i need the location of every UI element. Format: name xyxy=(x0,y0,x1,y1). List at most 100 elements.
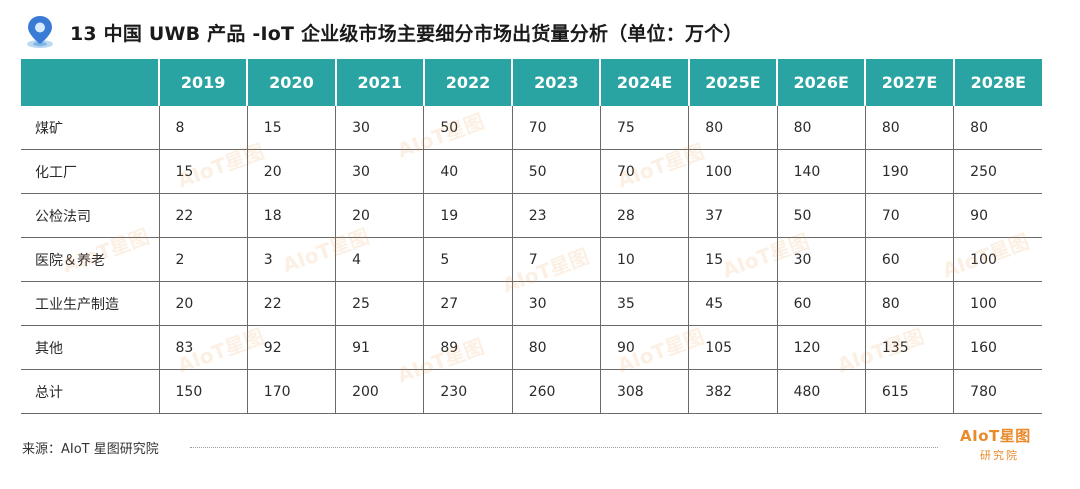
row-label: 医院＆养老 xyxy=(21,237,159,282)
column-header: 2025E xyxy=(687,59,778,106)
table-cell: 80 xyxy=(953,106,1042,150)
table-row: 煤矿 8 15 30 50 70 75 80 80 80 80 xyxy=(21,106,1042,150)
table-cell: 23 xyxy=(511,193,601,238)
table-cell: 35 xyxy=(599,281,689,326)
table-cell: 28 xyxy=(599,193,689,238)
table-cell: 60 xyxy=(776,281,866,326)
row-label: 公检法司 xyxy=(21,193,159,238)
table-row: 公检法司 22 18 20 19 23 28 37 50 70 90 xyxy=(21,193,1042,238)
table-cell: 160 xyxy=(953,325,1042,370)
table-row: 其他 83 92 91 89 80 90 105 120 135 160 xyxy=(21,325,1042,370)
brand-logo: AIoT星图 研究院 xyxy=(960,425,1040,471)
table-cell: 22 xyxy=(246,281,336,326)
table-cell: 80 xyxy=(864,106,954,150)
header-corner xyxy=(21,59,159,106)
table-cell: 50 xyxy=(511,149,601,194)
table-cell: 480 xyxy=(776,369,866,414)
table-cell: 230 xyxy=(423,369,513,414)
table-cell: 15 xyxy=(688,237,778,282)
table-cell: 80 xyxy=(776,106,866,150)
table-cell: 30 xyxy=(335,106,424,150)
table-cell: 10 xyxy=(599,237,689,282)
table-row: 工业生产制造 20 22 25 27 30 35 45 60 80 100 xyxy=(21,281,1042,326)
table-row: 医院＆养老 2 3 4 5 7 10 15 30 60 100 xyxy=(21,237,1042,282)
table-cell: 91 xyxy=(335,325,424,370)
table-cell: 90 xyxy=(599,325,689,370)
table-cell: 80 xyxy=(864,281,954,326)
table-cell: 20 xyxy=(335,193,424,238)
table-cell: 615 xyxy=(864,369,954,414)
table-body: 煤矿 8 15 30 50 70 75 80 80 80 80 化工厂 15 20 30 40 50 70 100 1… xyxy=(21,106,1042,414)
table-header-row: 2019 2020 2021 2022 2023 2024E 2025E 2026E 2027E… xyxy=(21,59,1042,106)
table-cell: 150 xyxy=(158,369,248,414)
location-pin-icon xyxy=(27,16,53,48)
table-cell: 100 xyxy=(953,237,1042,282)
page-title: 13 中国 UWB 产品 -IoT 企业级市场主要细分市场出货量分析（单位：万个… xyxy=(70,22,743,45)
table-cell: 382 xyxy=(688,369,778,414)
table-cell: 140 xyxy=(776,149,866,194)
table-cell: 80 xyxy=(688,106,778,150)
table-cell: 260 xyxy=(511,369,601,414)
table-cell: 120 xyxy=(776,325,866,370)
row-label: 煤矿 xyxy=(21,106,159,150)
table-cell: 5 xyxy=(423,237,513,282)
table-cell: 250 xyxy=(953,149,1042,194)
dotted-divider xyxy=(190,447,938,448)
table-cell: 37 xyxy=(688,193,778,238)
table-cell: 22 xyxy=(158,193,248,238)
table-cell: 190 xyxy=(864,149,954,194)
table-cell: 20 xyxy=(158,281,248,326)
table-cell: 7 xyxy=(511,237,601,282)
table-cell: 2 xyxy=(158,237,248,282)
column-header: 2020 xyxy=(246,59,336,106)
table-cell: 100 xyxy=(688,149,778,194)
table-row: 化工厂 15 20 30 40 50 70 100 140 190 250 xyxy=(21,149,1042,194)
column-header: 2027E xyxy=(864,59,954,106)
table-cell: 25 xyxy=(335,281,424,326)
column-header: 2026E xyxy=(776,59,866,106)
table-row: 总计 150 170 200 230 260 308 382 480 615 780 xyxy=(21,369,1042,414)
table-cell: 90 xyxy=(953,193,1042,238)
table-cell: 18 xyxy=(246,193,336,238)
table-cell: 30 xyxy=(335,149,424,194)
table-cell: 92 xyxy=(246,325,336,370)
column-header: 2024E xyxy=(599,59,689,106)
table-cell: 75 xyxy=(599,106,689,150)
column-header: 2028E xyxy=(952,59,1042,106)
column-header: 2019 xyxy=(157,59,248,106)
table-cell: 135 xyxy=(864,325,954,370)
table-cell: 60 xyxy=(864,237,954,282)
table-cell: 15 xyxy=(158,149,248,194)
row-label: 化工厂 xyxy=(21,149,159,194)
table-cell: 30 xyxy=(776,237,866,282)
logo-text-top: AIoT星图 xyxy=(960,427,1031,445)
table-cell: 70 xyxy=(864,193,954,238)
column-header: 2021 xyxy=(334,59,424,106)
table-cell: 15 xyxy=(246,106,336,150)
table-cell: 19 xyxy=(423,193,513,238)
table-cell: 50 xyxy=(423,106,513,150)
table-cell: 4 xyxy=(335,237,424,282)
table-cell: 89 xyxy=(423,325,513,370)
table-cell: 70 xyxy=(599,149,689,194)
table-cell: 50 xyxy=(776,193,866,238)
table-cell: 170 xyxy=(246,369,336,414)
table-cell: 40 xyxy=(423,149,513,194)
table-cell: 3 xyxy=(246,237,336,282)
table-cell: 30 xyxy=(511,281,601,326)
column-header: 2023 xyxy=(511,59,601,106)
shipment-table: 2019 2020 2021 2022 2023 2024E 2025E 2026E 2027E… xyxy=(21,59,1042,414)
table-cell: 20 xyxy=(246,149,336,194)
logo-text-bottom: 研究院 xyxy=(980,449,1019,462)
table-cell: 45 xyxy=(688,281,778,326)
table-cell: 105 xyxy=(688,325,778,370)
table-cell: 100 xyxy=(953,281,1042,326)
table-cell: 308 xyxy=(599,369,689,414)
table-cell: 83 xyxy=(158,325,248,370)
title-bar: 13 中国 UWB 产品 -IoT 企业级市场主要细分市场出货量分析（单位：万个… xyxy=(22,14,743,50)
table-cell: 80 xyxy=(511,325,601,370)
table-cell: 27 xyxy=(423,281,513,326)
table-cell: 8 xyxy=(158,106,248,150)
row-label: 其他 xyxy=(21,325,159,370)
table-cell: 70 xyxy=(511,106,601,150)
